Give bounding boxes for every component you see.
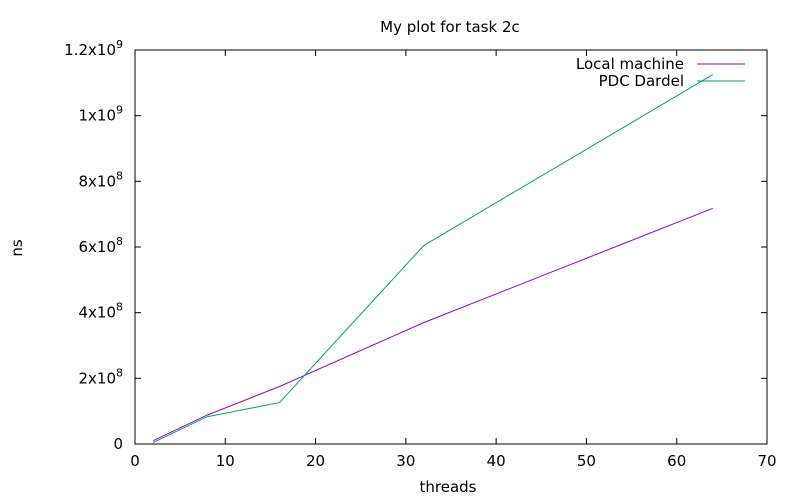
chart-title: My plot for task 2c xyxy=(380,18,520,36)
x-axis-ticks: 0 10 20 30 40 50 60 70 xyxy=(130,50,777,470)
y-tick-exponent: 9 xyxy=(116,38,123,51)
y-tick-label: 6x108 xyxy=(78,235,123,256)
x-tick-label: 30 xyxy=(396,452,415,470)
y-tick-mantissa: 4x10 xyxy=(78,304,116,322)
x-tick-label: 60 xyxy=(667,452,686,470)
y-tick-mantissa: 2x10 xyxy=(78,369,116,387)
legend-label: PDC Dardel xyxy=(599,72,684,90)
y-tick-mantissa: 1.2x10 xyxy=(64,41,116,59)
series-line-pdc-dardel xyxy=(152,74,714,443)
x-tick-label: 0 xyxy=(130,452,140,470)
y-tick-label: 1x109 xyxy=(78,104,123,125)
y-tick-label: 0 xyxy=(113,435,123,453)
y-tick-exponent: 8 xyxy=(116,366,123,379)
y-tick-mantissa: 0 xyxy=(113,435,123,453)
y-tick-exponent: 8 xyxy=(116,301,123,314)
x-tick-label: 50 xyxy=(577,452,596,470)
plot-area-frame xyxy=(134,49,768,445)
y-tick-exponent: 8 xyxy=(116,169,123,182)
y-tick-mantissa: 8x10 xyxy=(78,172,116,190)
x-tick-label: 10 xyxy=(216,452,235,470)
x-tick-label: 40 xyxy=(487,452,506,470)
series-line-local-machine xyxy=(152,207,713,442)
y-tick-label: 1.2x109 xyxy=(64,38,123,59)
y-tick-label: 8x108 xyxy=(78,169,123,190)
y-tick-exponent: 9 xyxy=(116,104,123,117)
y-tick-mantissa: 6x10 xyxy=(78,238,116,256)
x-tick-label: 70 xyxy=(757,452,776,470)
y-tick-label: 4x108 xyxy=(78,301,123,322)
y-tick-exponent: 8 xyxy=(116,235,123,248)
series-lines xyxy=(152,74,714,443)
x-axis-label: threads xyxy=(420,478,477,496)
y-axis-label: ns xyxy=(8,239,26,257)
y-tick-label: 2x108 xyxy=(78,366,123,387)
y-tick-mantissa: 1x10 xyxy=(78,107,116,125)
legend-label: Local machine xyxy=(576,55,684,73)
x-tick-label: 20 xyxy=(306,452,325,470)
